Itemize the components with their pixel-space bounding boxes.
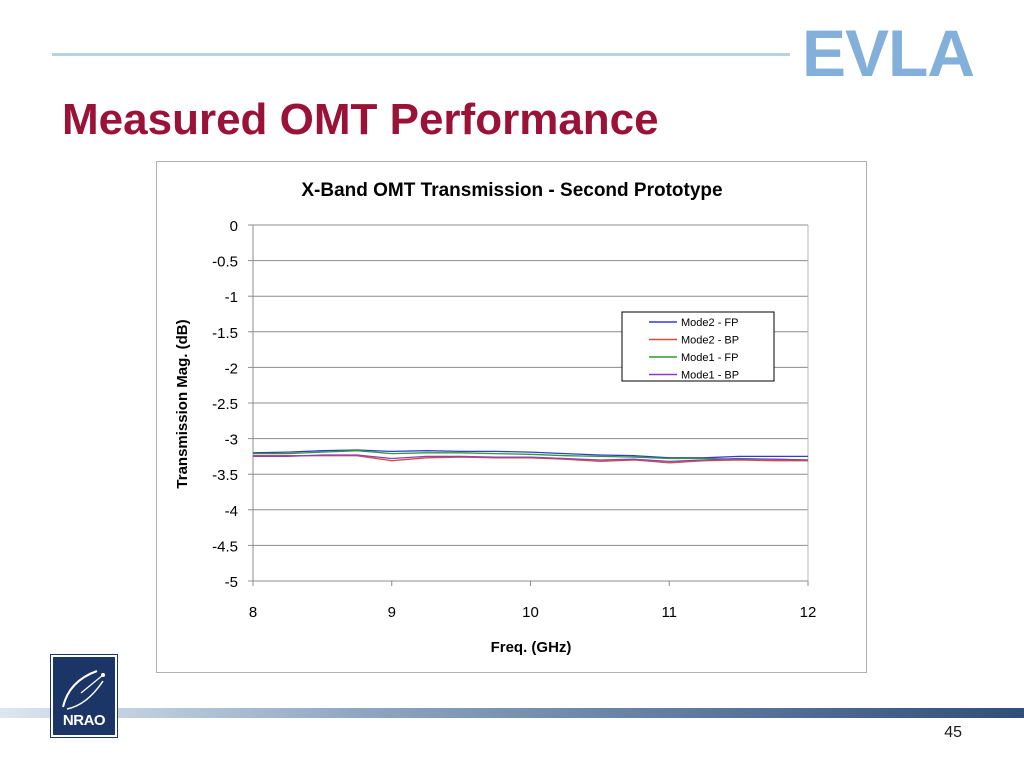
y-tick-label: 0 (230, 218, 238, 235)
legend-label: Mode2 - FP (681, 317, 738, 329)
y-tick-label: -3 (225, 432, 238, 449)
legend-label: Mode2 - BP (681, 335, 739, 347)
x-tick-label: 8 (249, 604, 257, 621)
x-tick-label: 12 (800, 604, 817, 621)
y-tick-label: -0.5 (212, 254, 238, 271)
slide-title: Measured OMT Performance (62, 95, 659, 144)
legend-label: Mode1 - BP (681, 370, 739, 382)
y-tick-label: -5 (225, 574, 238, 591)
y-tick-label: -1.5 (212, 325, 238, 342)
legend-box (621, 311, 775, 382)
y-tick-label: -1 (225, 289, 238, 306)
chart-frame: X-Band OMT Transmission - Second Prototy… (156, 161, 867, 673)
y-tick-label: -3.5 (212, 467, 238, 484)
logo-text: NRAO (62, 712, 106, 729)
y-tick-label: -4.5 (212, 538, 238, 555)
footer-bar (0, 708, 1024, 718)
legend-label: Mode1 - FP (681, 352, 738, 364)
telescope-dish-icon (62, 670, 105, 710)
x-tick-label: 10 (522, 604, 539, 621)
x-axis-label: Freq. (GHz) (491, 639, 572, 656)
evla-brand-logo: EVLA (802, 16, 975, 90)
series-line (252, 449, 808, 459)
y-tick-label: -2.5 (212, 396, 238, 413)
x-tick-label: 11 (661, 604, 677, 621)
y-tick-label: -2 (225, 360, 238, 377)
chart-title: X-Band OMT Transmission - Second Prototy… (301, 180, 722, 201)
header-rule (52, 53, 790, 56)
series-lines (252, 449, 809, 464)
series-line (253, 455, 808, 464)
series-line (253, 450, 809, 461)
page-number: 45 (944, 724, 962, 741)
nrao-logo: NRAO (51, 655, 117, 737)
y-tick-label: -4 (225, 503, 238, 520)
series-line (253, 454, 809, 463)
chart-svg: X-Band OMT Transmission - Second Prototy… (174, 180, 816, 656)
x-tick-label: 9 (388, 604, 396, 621)
gridlines (253, 224, 808, 546)
legend: Mode2 - FP Mode2 - BP Mode1 - FP Mode1 - BP (621, 311, 775, 382)
axes: 0 -0.5 -1 -1.5 -2 -2.5 -3 -3.5 -4 -4.5 -5 8 9 10 11 12 (212, 218, 816, 621)
y-axis-label: Transmission Mag. (dB) (174, 319, 191, 488)
